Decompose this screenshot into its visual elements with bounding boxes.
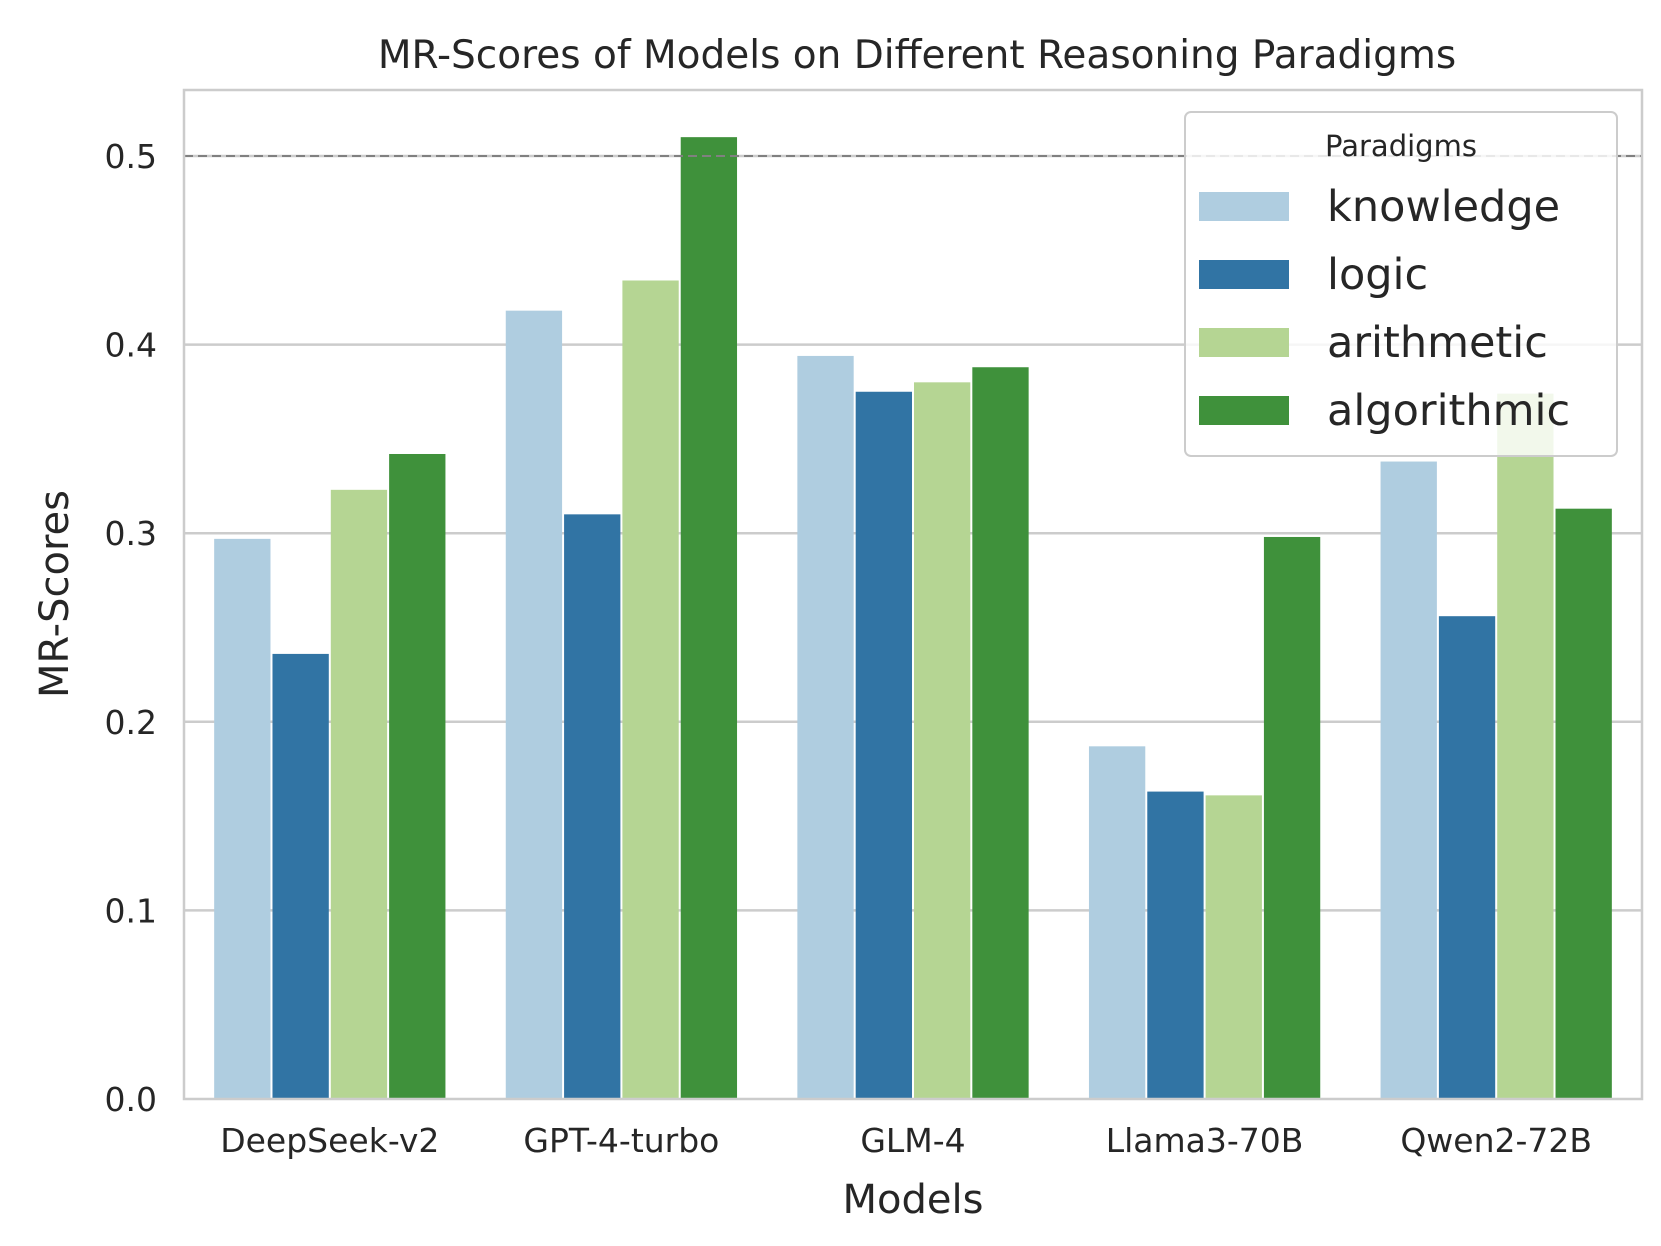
x-tick-label: DeepSeek-v2 — [220, 1121, 439, 1160]
bar-arithmetic — [1205, 795, 1262, 1099]
legend-label-algorithmic: algorithmic — [1327, 386, 1570, 436]
x-tick-label: GPT-4-turbo — [523, 1121, 719, 1160]
bar-arithmetic — [622, 280, 679, 1099]
y-axis-ticks: 0.0 0.1 0.2 0.3 0.4 0.5 — [105, 137, 157, 1119]
legend-swatch-knowledge — [1199, 192, 1289, 221]
legend-label-arithmetic: arithmetic — [1327, 318, 1548, 368]
bar-knowledge — [1088, 746, 1146, 1099]
legend-label-knowledge: knowledge — [1327, 182, 1560, 232]
bar-arithmetic — [914, 382, 971, 1099]
bar-knowledge — [214, 538, 271, 1099]
x-tick-label: Llama3-70B — [1106, 1121, 1304, 1160]
bar-logic — [272, 653, 329, 1099]
y-axis-label: MR-Scores — [32, 490, 78, 698]
bar-algorithmic — [389, 453, 446, 1099]
legend-swatch-arithmetic — [1199, 328, 1289, 357]
bar-logic — [564, 514, 621, 1099]
bar-arithmetic — [1497, 393, 1554, 1099]
bar-logic — [1147, 791, 1204, 1099]
bar-logic — [1438, 616, 1496, 1099]
chart-title: MR-Scores of Models on Different Reasoni… — [378, 33, 1456, 78]
bar-logic — [855, 391, 912, 1099]
legend-title: Paradigms — [1325, 129, 1477, 163]
y-tick-label: 0.3 — [105, 514, 157, 553]
bar-algorithmic — [680, 137, 738, 1099]
y-tick-label: 0.1 — [105, 891, 157, 930]
bar-arithmetic — [330, 489, 388, 1100]
bar-knowledge — [797, 355, 854, 1100]
legend: Paradigms knowledge logic arithmetic algori… — [1184, 111, 1618, 457]
y-tick-label: 0.0 — [105, 1080, 157, 1119]
y-tick-label: 0.4 — [105, 326, 157, 365]
y-tick-label: 0.2 — [105, 703, 157, 742]
bar-algorithmic — [972, 367, 1029, 1099]
legend-swatch-algorithmic — [1199, 396, 1289, 425]
y-tick-label: 0.5 — [105, 137, 157, 176]
plot-frame — [182, 88, 1644, 1101]
bars — [214, 137, 1612, 1100]
legend-box — [1184, 111, 1618, 457]
bar-knowledge — [1380, 461, 1437, 1099]
bar-algorithmic — [1555, 508, 1612, 1099]
x-tick-label: Qwen2-72B — [1400, 1121, 1592, 1160]
x-axis-label: Models — [843, 1177, 984, 1223]
bar-knowledge — [505, 310, 563, 1100]
x-axis-ticks: DeepSeek-v2 GPT-4-turbo GLM-4 Llama3-70B Qwe… — [220, 1121, 1592, 1160]
x-tick-label: GLM-4 — [860, 1121, 965, 1160]
bar-algorithmic — [1263, 536, 1321, 1099]
legend-swatch-logic — [1199, 260, 1289, 289]
legend-label-logic: logic — [1327, 250, 1428, 300]
